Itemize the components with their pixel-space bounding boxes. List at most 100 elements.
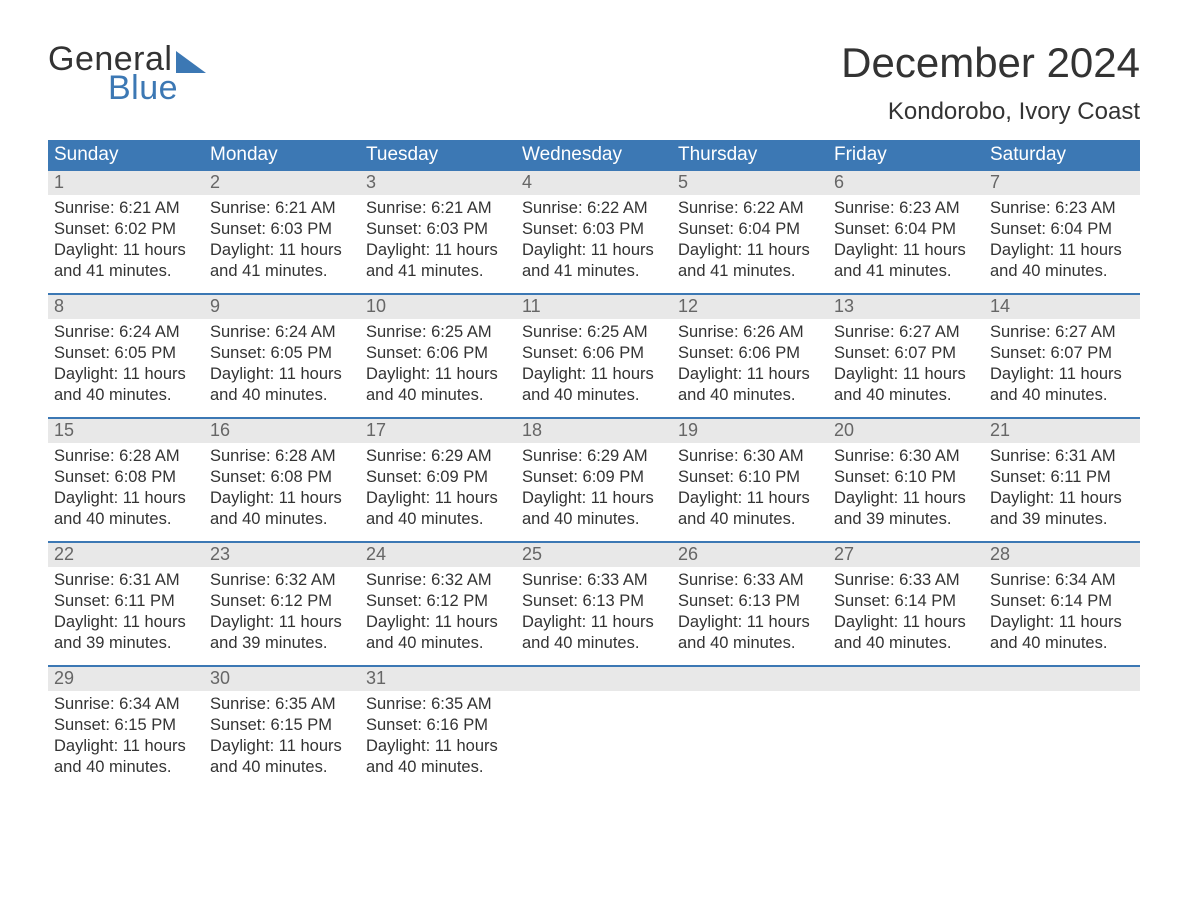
daylight-line: Daylight: 11 hours and 40 minutes.	[522, 612, 666, 654]
daylight-line: Daylight: 11 hours and 40 minutes.	[366, 488, 510, 530]
day-body: Sunrise: 6:28 AMSunset: 6:08 PMDaylight:…	[204, 443, 360, 536]
daylight-line: Daylight: 11 hours and 40 minutes.	[678, 364, 822, 406]
week-row: 15Sunrise: 6:28 AMSunset: 6:08 PMDayligh…	[48, 417, 1140, 541]
day-body: Sunrise: 6:33 AMSunset: 6:13 PMDaylight:…	[516, 567, 672, 660]
day-body: Sunrise: 6:34 AMSunset: 6:15 PMDaylight:…	[48, 691, 204, 784]
day-number: 23	[204, 543, 360, 567]
day-number: 14	[984, 295, 1140, 319]
day-number: 20	[828, 419, 984, 443]
daylight-line: Daylight: 11 hours and 40 minutes.	[678, 612, 822, 654]
week-row: 29Sunrise: 6:34 AMSunset: 6:15 PMDayligh…	[48, 665, 1140, 789]
day-body: Sunrise: 6:24 AMSunset: 6:05 PMDaylight:…	[48, 319, 204, 412]
day-5: 5Sunrise: 6:22 AMSunset: 6:04 PMDaylight…	[672, 171, 828, 293]
daylight-line: Daylight: 11 hours and 40 minutes.	[990, 364, 1134, 406]
sunset-line: Sunset: 6:02 PM	[54, 219, 198, 240]
calendar: SundayMondayTuesdayWednesdayThursdayFrid…	[48, 140, 1140, 789]
sunset-line: Sunset: 6:16 PM	[366, 715, 510, 736]
sunrise-line: Sunrise: 6:22 AM	[522, 198, 666, 219]
day-number: 31	[360, 667, 516, 691]
day-number: 6	[828, 171, 984, 195]
sunset-line: Sunset: 6:03 PM	[522, 219, 666, 240]
daylight-line: Daylight: 11 hours and 39 minutes.	[834, 488, 978, 530]
sunset-line: Sunset: 6:09 PM	[522, 467, 666, 488]
sunrise-line: Sunrise: 6:26 AM	[678, 322, 822, 343]
dow-friday: Friday	[828, 140, 984, 171]
day-8: 8Sunrise: 6:24 AMSunset: 6:05 PMDaylight…	[48, 295, 204, 417]
sunset-line: Sunset: 6:06 PM	[678, 343, 822, 364]
sunrise-line: Sunrise: 6:33 AM	[522, 570, 666, 591]
daylight-line: Daylight: 11 hours and 40 minutes.	[210, 736, 354, 778]
week-row: 8Sunrise: 6:24 AMSunset: 6:05 PMDaylight…	[48, 293, 1140, 417]
daylight-line: Daylight: 11 hours and 41 minutes.	[366, 240, 510, 282]
day-body: Sunrise: 6:33 AMSunset: 6:13 PMDaylight:…	[672, 567, 828, 660]
sunset-line: Sunset: 6:11 PM	[990, 467, 1134, 488]
day-10: 10Sunrise: 6:25 AMSunset: 6:06 PMDayligh…	[360, 295, 516, 417]
daylight-line: Daylight: 11 hours and 40 minutes.	[210, 364, 354, 406]
day-body: Sunrise: 6:29 AMSunset: 6:09 PMDaylight:…	[516, 443, 672, 536]
empty-day	[672, 667, 828, 789]
empty-day	[984, 667, 1140, 789]
day-body: Sunrise: 6:28 AMSunset: 6:08 PMDaylight:…	[48, 443, 204, 536]
day-number: 27	[828, 543, 984, 567]
day-number: 24	[360, 543, 516, 567]
day-29: 29Sunrise: 6:34 AMSunset: 6:15 PMDayligh…	[48, 667, 204, 789]
daylight-line: Daylight: 11 hours and 40 minutes.	[54, 364, 198, 406]
day-number: 2	[204, 171, 360, 195]
daylight-line: Daylight: 11 hours and 41 minutes.	[834, 240, 978, 282]
sunset-line: Sunset: 6:03 PM	[366, 219, 510, 240]
day-21: 21Sunrise: 6:31 AMSunset: 6:11 PMDayligh…	[984, 419, 1140, 541]
sunrise-line: Sunrise: 6:33 AM	[834, 570, 978, 591]
dow-tuesday: Tuesday	[360, 140, 516, 171]
daylight-line: Daylight: 11 hours and 40 minutes.	[990, 612, 1134, 654]
sunset-line: Sunset: 6:08 PM	[210, 467, 354, 488]
daylight-line: Daylight: 11 hours and 40 minutes.	[366, 612, 510, 654]
sunset-line: Sunset: 6:05 PM	[210, 343, 354, 364]
dow-monday: Monday	[204, 140, 360, 171]
daylight-line: Daylight: 11 hours and 40 minutes.	[990, 240, 1134, 282]
day-body: Sunrise: 6:31 AMSunset: 6:11 PMDaylight:…	[48, 567, 204, 660]
daylight-line: Daylight: 11 hours and 40 minutes.	[522, 488, 666, 530]
daylight-line: Daylight: 11 hours and 39 minutes.	[210, 612, 354, 654]
day-16: 16Sunrise: 6:28 AMSunset: 6:08 PMDayligh…	[204, 419, 360, 541]
day-9: 9 Sunrise: 6:24 AMSunset: 6:05 PMDaylight…	[204, 295, 360, 417]
day-2: 2Sunrise: 6:21 AMSunset: 6:03 PMDaylight…	[204, 171, 360, 293]
daylight-line: Daylight: 11 hours and 40 minutes.	[54, 736, 198, 778]
sunset-line: Sunset: 6:15 PM	[210, 715, 354, 736]
day-number: 29	[48, 667, 204, 691]
day-body: Sunrise: 6:21 AMSunset: 6:02 PMDaylight:…	[48, 195, 204, 288]
daylight-line: Daylight: 11 hours and 40 minutes.	[522, 364, 666, 406]
day-number: 15	[48, 419, 204, 443]
sunset-line: Sunset: 6:10 PM	[834, 467, 978, 488]
day-body: Sunrise: 6:35 AMSunset: 6:16 PMDaylight:…	[360, 691, 516, 784]
day-number: 13	[828, 295, 984, 319]
day-12: 12Sunrise: 6:26 AMSunset: 6:06 PMDayligh…	[672, 295, 828, 417]
dow-sunday: Sunday	[48, 140, 204, 171]
sunrise-line: Sunrise: 6:30 AM	[834, 446, 978, 467]
sunrise-line: Sunrise: 6:28 AM	[210, 446, 354, 467]
brand-word2: Blue	[108, 69, 178, 108]
sunrise-line: Sunrise: 6:21 AM	[210, 198, 354, 219]
sunrise-line: Sunrise: 6:24 AM	[210, 322, 354, 343]
dow-thursday: Thursday	[672, 140, 828, 171]
day-24: 24 Sunrise: 6:32 AMSunset: 6:12 PMDayligh…	[360, 543, 516, 665]
day-26: 26Sunrise: 6:33 AMSunset: 6:13 PMDayligh…	[672, 543, 828, 665]
sunrise-line: Sunrise: 6:32 AM	[366, 570, 510, 591]
sunrise-line: Sunrise: 6:35 AM	[210, 694, 354, 715]
sunrise-line: Sunrise: 6:25 AM	[522, 322, 666, 343]
day-7: 7Sunrise: 6:23 AMSunset: 6:04 PMDaylight…	[984, 171, 1140, 293]
day-body: Sunrise: 6:34 AMSunset: 6:14 PMDaylight:…	[984, 567, 1140, 660]
sunrise-line: Sunrise: 6:23 AM	[990, 198, 1134, 219]
day-body: Sunrise: 6:30 AMSunset: 6:10 PMDaylight:…	[828, 443, 984, 536]
day-17: 17Sunrise: 6:29 AMSunset: 6:09 PMDayligh…	[360, 419, 516, 541]
day-number: 1	[48, 171, 204, 195]
day-body: Sunrise: 6:25 AMSunset: 6:06 PMDaylight:…	[516, 319, 672, 412]
day-number: 18	[516, 419, 672, 443]
header: General Blue December 2024 Kondorobo, Iv…	[48, 40, 1140, 126]
day-body: Sunrise: 6:27 AMSunset: 6:07 PMDaylight:…	[984, 319, 1140, 412]
day-number: 9	[204, 295, 360, 319]
day-number: 5	[672, 171, 828, 195]
sunset-line: Sunset: 6:12 PM	[366, 591, 510, 612]
sunset-line: Sunset: 6:13 PM	[678, 591, 822, 612]
daylight-line: Daylight: 11 hours and 40 minutes.	[210, 488, 354, 530]
sunset-line: Sunset: 6:04 PM	[678, 219, 822, 240]
